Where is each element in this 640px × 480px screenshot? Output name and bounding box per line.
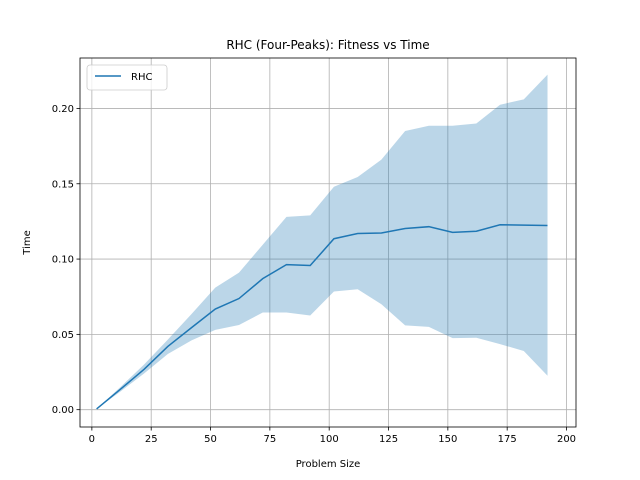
chart-title: RHC (Four-Peaks): Fitness vs Time xyxy=(226,38,429,52)
y-tick-label: 0.10 xyxy=(52,255,74,266)
plot-frame xyxy=(79,57,577,428)
y-axis: 0.00 0.05 0.10 0.15 0.20 xyxy=(52,104,80,416)
series-line-rhc xyxy=(96,223,548,410)
x-tick-label: 150 xyxy=(438,434,457,445)
x-tick-label: 75 xyxy=(263,434,276,445)
x-tick-label: 100 xyxy=(320,434,339,445)
x-axis: 0 25 50 75 100 125 150 175 200 xyxy=(89,427,576,445)
legend-box xyxy=(86,64,168,91)
confidence-band xyxy=(96,74,548,409)
x-tick-label: 50 xyxy=(204,434,217,445)
y-tick-label: 0.15 xyxy=(52,179,74,190)
y-axis-label: Time xyxy=(22,230,33,255)
legend: RHC xyxy=(86,64,168,91)
y-tick-label: 0.20 xyxy=(52,104,74,115)
x-tick-label: 125 xyxy=(379,434,398,445)
x-tick-label: 200 xyxy=(557,434,576,445)
x-tick-label: 0 xyxy=(89,434,95,445)
y-tick-label: 0.05 xyxy=(52,330,74,341)
legend-label-rhc: RHC xyxy=(131,72,152,83)
y-tick-label: 0.00 xyxy=(52,405,74,416)
x-axis-label: Problem Size xyxy=(296,459,361,470)
x-tick-label: 175 xyxy=(498,434,517,445)
grid xyxy=(80,58,576,427)
x-tick-label: 25 xyxy=(145,434,158,445)
